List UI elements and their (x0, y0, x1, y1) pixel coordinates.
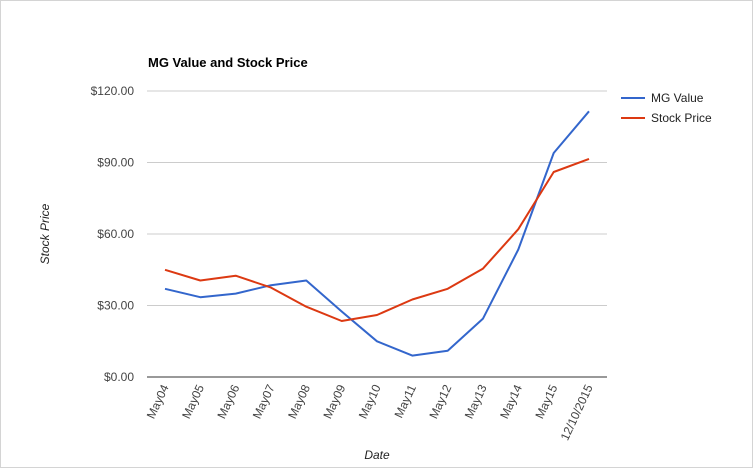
x-tick-label: May07 (250, 382, 278, 421)
x-tick-label: May06 (214, 382, 242, 421)
x-axis-title: Date (364, 448, 390, 462)
grid-lines (147, 90, 607, 306)
y-tick-label: $120.00 (91, 84, 135, 98)
x-axis-ticks: May04 May05 May06 May07 May08 May09 May10 May11… (144, 382, 596, 443)
x-tick-label: 12/10/2015 (558, 382, 596, 443)
x-tick-label: May09 (320, 382, 348, 421)
x-tick-label: May11 (392, 382, 420, 420)
y-tick-label: $60.00 (97, 227, 134, 241)
x-tick-label: May14 (497, 382, 525, 421)
chart-title: MG Value and Stock Price (148, 55, 308, 70)
legend-label: MG Value (651, 91, 704, 105)
x-tick-label: May13 (462, 382, 490, 421)
y-tick-label: $0.00 (104, 370, 134, 384)
y-axis-title: Stock Price (38, 203, 52, 264)
y-tick-label: $90.00 (97, 156, 134, 170)
x-tick-label: May04 (144, 382, 172, 421)
series-line (164, 157, 590, 322)
series-lines (164, 110, 590, 357)
x-tick-label: May05 (179, 382, 207, 421)
x-tick-label: May12 (426, 382, 454, 421)
y-tick-label: $30.00 (97, 299, 134, 313)
legend-label: Stock Price (651, 111, 712, 125)
x-tick-label: May15 (532, 382, 560, 421)
series-line (164, 110, 590, 357)
y-axis-ticks: $0.00 $30.00 $60.00 $90.00 $120.00 (91, 84, 135, 384)
x-tick-label: May08 (285, 382, 313, 421)
x-tick-label: May10 (356, 382, 384, 421)
legend: MG Value Stock Price (621, 91, 712, 125)
